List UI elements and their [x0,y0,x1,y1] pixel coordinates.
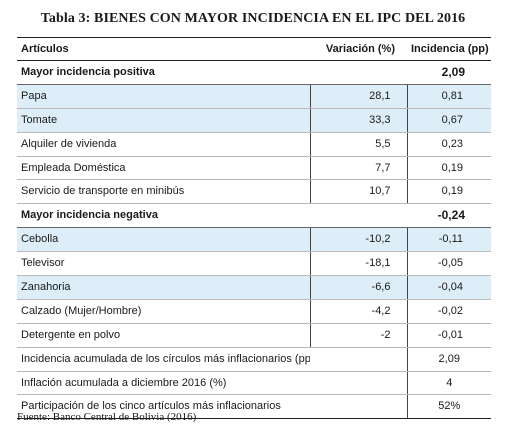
table-row: Televisor -18,1 -0,05 [17,251,491,277]
table-row: Papa 28,1 0,81 [17,84,491,109]
section-row-positive: Mayor incidencia positiva 2,09 [17,60,491,85]
row-variacion: 7,7 [309,156,407,181]
row-variacion [310,347,407,372]
row-label: Tomate [17,108,310,133]
table-row: Servicio de transporte en minibús 10,7 0… [17,179,491,205]
header-row: Artículos Variación (%) Incidencia (pp) [17,37,491,61]
row-variacion: -10,2 [309,227,407,253]
row-incidencia: -0,05 [406,251,491,277]
table-row: Calzado (Mujer/Hombre) -4,2 -0,02 [17,299,491,324]
row-label: Incidencia acumulada de los círculos más… [17,347,310,372]
row-incidencia: -0,01 [406,323,491,348]
row-variacion [310,394,407,420]
row-label: Mayor incidencia negativa [17,203,310,229]
row-incidencia: 0,23 [406,132,491,157]
row-variacion: -6,6 [309,275,407,300]
table-row: Zanahoria -6,6 -0,04 [17,275,491,300]
row-incidencia: 52% [406,394,491,420]
row-incidencia: 0,81 [406,84,491,109]
row-label: Cebolla [17,227,310,253]
row-incidencia: 2,09 [407,60,491,85]
row-label: Participación de los cinco artículos más… [17,394,310,420]
row-label: Servicio de transporte en minibús [17,179,310,205]
row-variacion: -4,2 [309,299,407,324]
table-row: Cebolla -10,2 -0,11 [17,227,491,253]
row-incidencia: 2,09 [406,347,491,372]
row-variacion: -2 [309,323,407,348]
row-label: Calzado (Mujer/Hombre) [17,299,310,324]
incidence-table: Artículos Variación (%) Incidencia (pp) … [17,37,491,420]
row-variacion [310,203,407,229]
summary-row: Inflación acumulada a diciembre 2016 (%)… [17,371,491,396]
table-row: Alquiler de vivienda 5,5 0,23 [17,132,491,157]
row-label: Detergente en polvo [17,323,310,348]
row-variacion: 28,1 [309,84,407,109]
table-title: Tabla 3: BIENES CON MAYOR INCIDENCIA EN … [40,11,466,26]
row-incidencia: 4 [406,371,491,396]
row-variacion: 5,5 [309,132,407,157]
row-incidencia: 0,67 [406,108,491,133]
row-label: Empleada Doméstica [17,156,310,181]
source-note: Fuente: Banco Central de Bolivia (2016) [17,411,197,423]
summary-row: Incidencia acumulada de los círculos más… [17,347,491,372]
table-row: Detergente en polvo -2 -0,01 [17,323,491,348]
row-incidencia: -0,04 [406,275,491,300]
table-row: Tomate 33,3 0,67 [17,108,491,133]
row-label: Alquiler de vivienda [17,132,310,157]
row-incidencia: 0,19 [406,179,491,205]
row-variacion: 10,7 [309,179,407,205]
row-incidencia: -0,24 [407,203,491,229]
row-label: Papa [17,84,310,109]
section-row-negative: Mayor incidencia negativa -0,24 [17,203,491,229]
row-variacion [310,371,407,396]
row-label: Zanahoria [17,275,310,300]
row-incidencia: 0,19 [406,156,491,181]
row-label: Televisor [17,251,310,277]
row-variacion: -18,1 [309,251,407,277]
col-header-incidencia: Incidencia (pp) [407,37,491,61]
row-incidencia: -0,11 [406,227,491,253]
col-header-variacion: Variación (%) [310,37,407,61]
row-label: Mayor incidencia positiva [17,60,310,85]
table-row: Empleada Doméstica 7,7 0,19 [17,156,491,181]
summary-row: Participación de los cinco artículos más… [17,394,491,420]
row-variacion [310,60,407,85]
col-header-articulos: Artículos [17,37,310,61]
row-incidencia: -0,02 [406,299,491,324]
row-variacion: 33,3 [309,108,407,133]
row-label: Inflación acumulada a diciembre 2016 (%) [17,371,310,396]
